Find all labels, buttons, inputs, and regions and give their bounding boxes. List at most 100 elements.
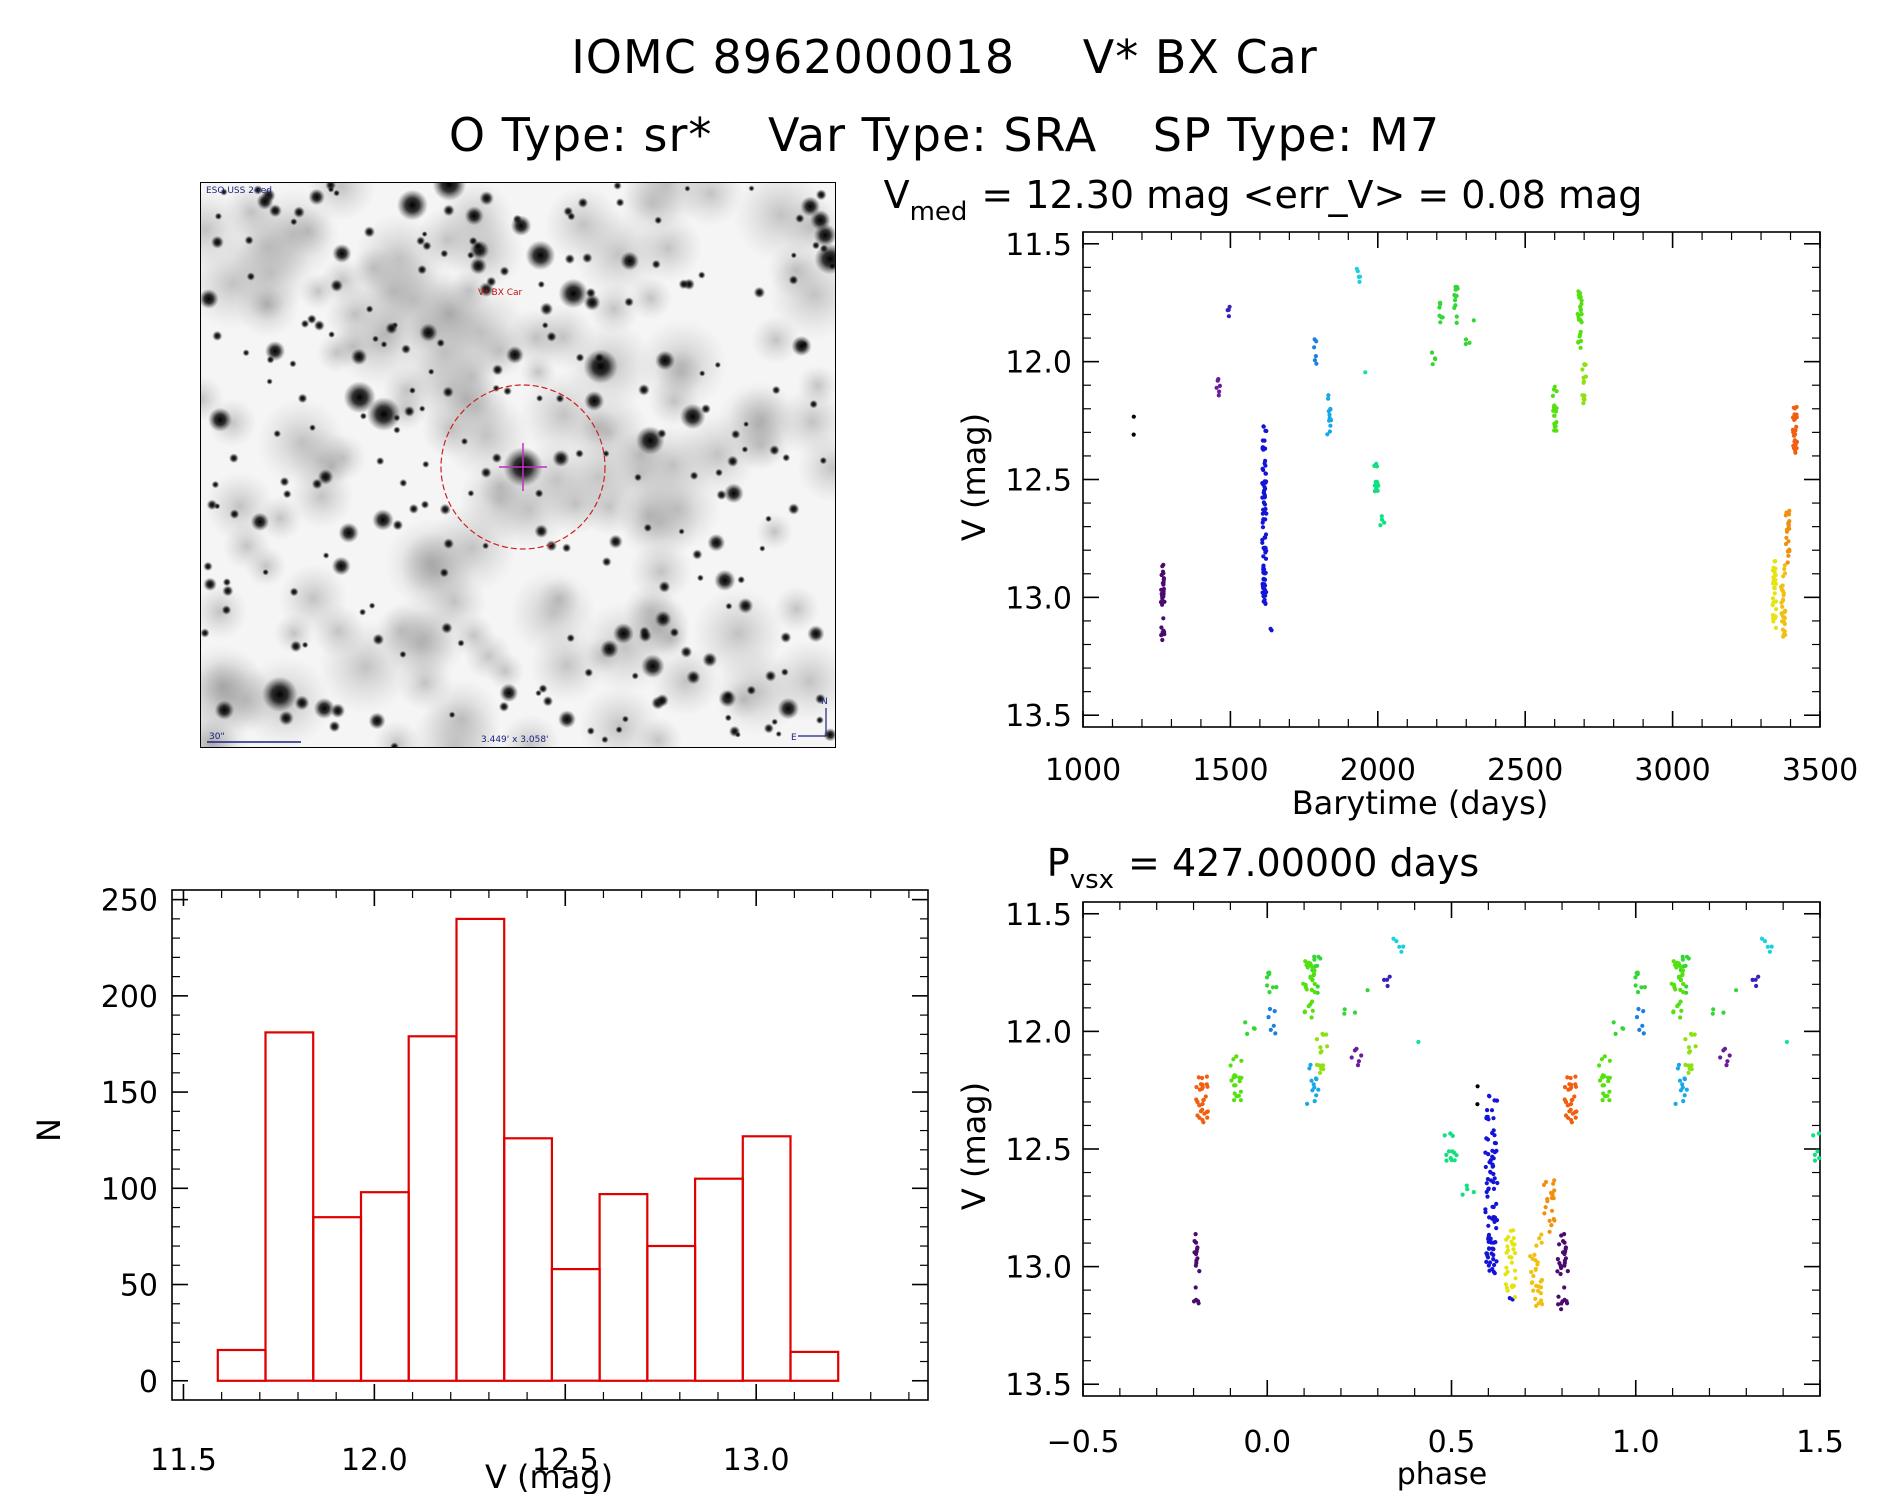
sky-star: [585, 287, 597, 299]
phased-point: [1569, 1098, 1574, 1103]
phased-point: [1566, 1087, 1571, 1092]
phased-point: [1724, 1063, 1729, 1068]
north-label: N: [821, 697, 828, 707]
phased-point: [1597, 1078, 1603, 1083]
phased-point: [1722, 1046, 1728, 1051]
lightcurve-point: [1312, 345, 1317, 350]
phased-frame: [1082, 901, 1821, 1397]
lightcurve-point: [1582, 362, 1587, 368]
sky-star: [658, 580, 671, 593]
phased-point: [1325, 1044, 1330, 1049]
sky-star: [376, 456, 385, 466]
object-id: IOMC 8962000018: [571, 30, 1016, 84]
sky-star: [723, 691, 734, 701]
sky-star: [210, 235, 224, 249]
phased-point: [1513, 1251, 1518, 1256]
phased-point: [1385, 983, 1390, 989]
lightcurve-ytick-label: 13.0: [1005, 581, 1072, 616]
lightcurve-point: [1786, 539, 1791, 544]
histogram-bar: [646, 1244, 697, 1382]
sky-star: [655, 693, 669, 707]
phased-point: [1484, 1189, 1489, 1195]
phased-point: [1197, 1087, 1202, 1092]
phased-point: [1693, 1044, 1698, 1049]
variable-type: Var Type: SRA: [768, 108, 1098, 162]
phased-point: [1636, 1006, 1641, 1012]
sky-star: [246, 272, 256, 281]
sky-star: [678, 528, 685, 535]
phased-point: [1485, 1137, 1491, 1142]
sky-star: [392, 519, 404, 531]
phased-point: [1817, 1156, 1822, 1161]
sky-star: [567, 212, 576, 221]
phased-point: [1562, 1285, 1567, 1290]
sky-star: [575, 449, 584, 458]
sky-star: [788, 275, 799, 285]
lightcurve-point: [1263, 548, 1268, 553]
sky-haze: [588, 283, 640, 335]
phased-point: [1678, 987, 1683, 993]
sky-star: [279, 476, 290, 487]
phased-point: [1243, 1020, 1248, 1025]
lightcurve-point: [1262, 485, 1267, 490]
phased-point: [1313, 1076, 1319, 1081]
phased-point: [1678, 1015, 1683, 1020]
phased-point: [1312, 968, 1317, 973]
phased-point: [1538, 1285, 1544, 1290]
sky-star: [608, 534, 623, 549]
sky-star: [765, 515, 772, 523]
phased-point: [1266, 1015, 1271, 1020]
sky-haze: [201, 237, 279, 330]
sky-star: [679, 403, 706, 430]
phased-point: [1237, 1079, 1242, 1084]
lightcurve-point: [1260, 438, 1265, 443]
sky-star: [583, 349, 618, 384]
phased-point: [1308, 974, 1313, 979]
lightcurve-point: [1263, 463, 1268, 468]
phased-point: [1689, 1063, 1694, 1068]
lightcurve-point: [1373, 479, 1378, 484]
lightcurve-xtick-label: 2000: [1340, 753, 1416, 788]
sky-star: [771, 385, 781, 395]
phased-point: [1233, 1083, 1238, 1088]
sky-star: [746, 685, 757, 696]
sky-star: [771, 718, 779, 726]
phased-point: [1678, 1088, 1683, 1093]
lightcurve-point: [1771, 575, 1776, 580]
lightcurve-point: [1160, 602, 1165, 607]
sky-star: [393, 426, 401, 434]
lightcurve-point: [1781, 593, 1786, 598]
sky-star: [498, 701, 510, 712]
spectral-type: SP Type: M7: [1152, 108, 1441, 162]
object-type: O Type: sr*: [448, 108, 713, 162]
sky-star: [759, 545, 766, 552]
phased-xlabel: phase: [1397, 1457, 1488, 1492]
lightcurve-point: [1552, 421, 1557, 426]
lightcurve-point: [1552, 413, 1557, 418]
phased-point: [1492, 1140, 1497, 1146]
lightcurve-point: [1783, 541, 1789, 547]
lightcurve-point: [1453, 294, 1458, 299]
lightcurve-point: [1772, 585, 1777, 590]
phased-point: [1718, 1055, 1723, 1060]
lightcurve-point: [1260, 511, 1265, 516]
phased-point: [1317, 1070, 1323, 1075]
phased-point: [1547, 1218, 1552, 1223]
sky-star: [439, 567, 449, 578]
sky-haze: [652, 619, 690, 657]
phased-point: [1195, 1245, 1200, 1250]
sky-star: [372, 335, 379, 343]
sky-star: [201, 289, 219, 309]
sky-star: [399, 478, 408, 488]
lightcurve-point: [1326, 396, 1331, 401]
sky-star: [764, 670, 777, 682]
phased-point: [1450, 1133, 1455, 1138]
phased-point: [1205, 1115, 1210, 1120]
lightcurve-point: [1554, 389, 1559, 394]
phased-point: [1305, 965, 1310, 970]
phased-point: [1551, 1181, 1556, 1186]
phased-point: [1301, 981, 1306, 986]
phased-point: [1342, 1007, 1347, 1012]
lightcurve-point: [1771, 600, 1776, 605]
phased-point: [1312, 957, 1317, 962]
